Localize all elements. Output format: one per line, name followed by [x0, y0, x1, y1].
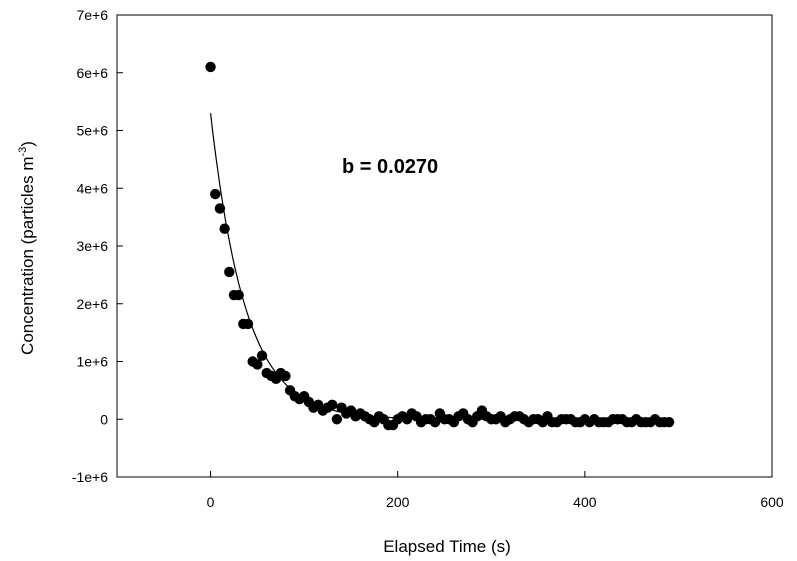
y-tick-label: 1e+6 [76, 354, 108, 370]
y-tick-label: -1e+6 [72, 469, 108, 485]
y-tick-label: 4e+6 [76, 180, 108, 196]
y-tick-label: 2e+6 [76, 296, 108, 312]
y-tick-label: 7e+6 [76, 7, 108, 23]
data-point [224, 266, 235, 278]
y-axis-title: Concentration (particles m-3) [17, 141, 37, 355]
y-tick-label: 5e+6 [76, 123, 108, 139]
fit-curve [210, 113, 670, 420]
annotation: b = 0.0270 [342, 156, 438, 178]
y-axis-title-main: Concentration (particles m [18, 157, 37, 355]
x-tick-label: 0 [207, 494, 215, 510]
data-point [210, 188, 221, 200]
data-point [429, 416, 441, 428]
x-tick-label: 400 [573, 494, 597, 510]
x-axis-title: Elapsed Time (s) [383, 537, 511, 556]
data-point [280, 370, 291, 382]
data-point [256, 350, 268, 361]
x-ticks: 0 200 400 600 [207, 471, 784, 510]
plot-frame [116, 14, 773, 478]
data-point [331, 414, 343, 425]
y-tick-label: 6e+6 [76, 65, 108, 81]
y-axis-title-close: ) [18, 141, 37, 147]
y-axis-title-exponent: -3 [17, 147, 29, 157]
data-points [205, 61, 675, 431]
x-tick-label: 200 [386, 494, 410, 510]
y-ticks: -1e+6 0 1e+6 2e+6 3e+6 4e+6 5e+6 6e+6 7e+6 [72, 7, 123, 485]
data-point [252, 359, 263, 370]
y-tick-label: 3e+6 [76, 238, 108, 254]
x-tick-label: 600 [760, 494, 784, 510]
data-point [663, 416, 675, 428]
data-point [205, 61, 216, 73]
data-point [327, 399, 338, 411]
y-tick-label: 0 [100, 411, 108, 427]
